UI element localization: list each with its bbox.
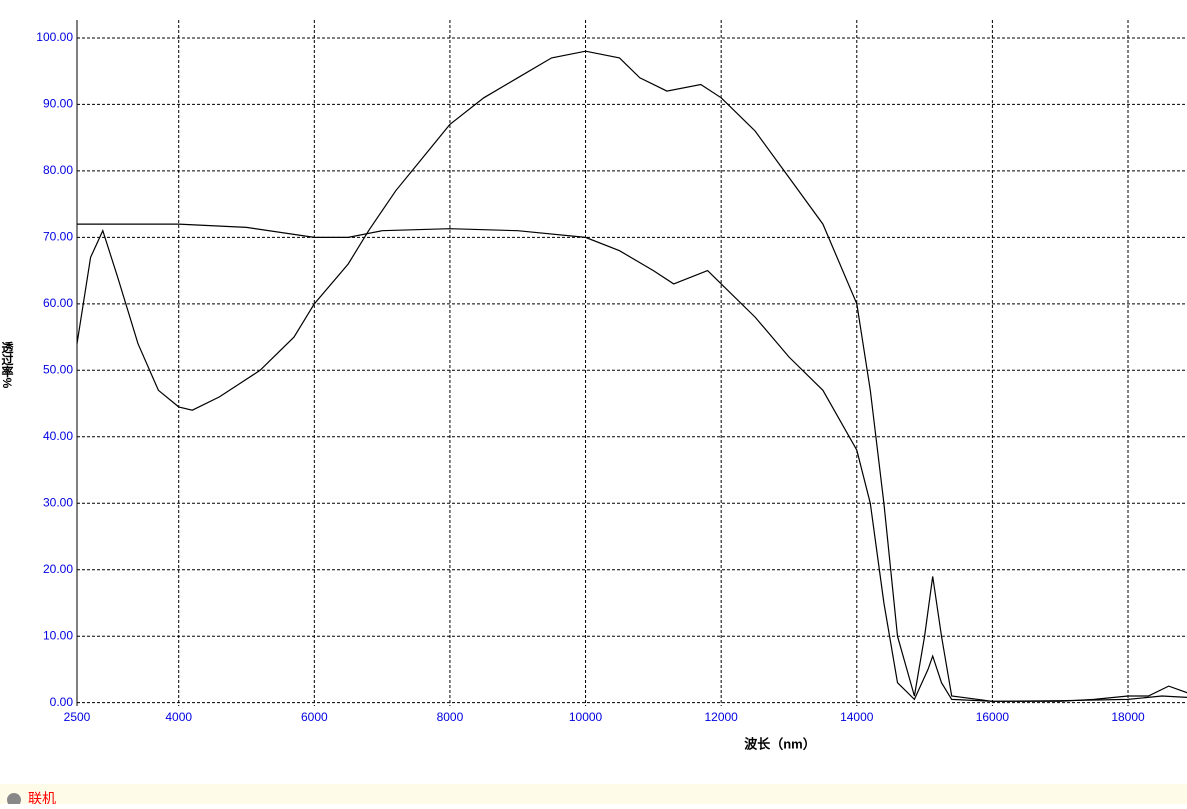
x-tick-label: 10000 — [569, 710, 603, 724]
status-bar — [0, 784, 1187, 804]
x-tick-label: 6000 — [301, 710, 328, 724]
y-tick-label: 70.00 — [43, 230, 73, 244]
x-tick-label: 8000 — [437, 710, 464, 724]
x-tick-label: 4000 — [165, 710, 192, 724]
status-text: 联机 — [28, 791, 56, 804]
y-tick-label: 20.00 — [43, 562, 73, 576]
y-tick-label: 80.00 — [43, 163, 73, 177]
series-line — [77, 223, 1187, 702]
x-tick-label: 2500 — [64, 710, 91, 724]
y-axis-title: 透过率% — [0, 341, 14, 388]
y-tick-label: 50.00 — [43, 362, 73, 376]
y-tick-label: 30.00 — [43, 495, 73, 509]
x-tick-label: 18000 — [1111, 710, 1145, 724]
y-tick-label: 100.00 — [36, 30, 73, 44]
y-tick-label: 90.00 — [43, 97, 73, 111]
x-tick-label: 14000 — [840, 710, 874, 724]
y-tick-label: 40.00 — [43, 429, 73, 443]
x-tick-label: 12000 — [704, 710, 738, 724]
y-tick-label: 10.00 — [43, 628, 73, 642]
series-line — [76, 50, 1187, 702]
x-tick-label: 16000 — [976, 710, 1010, 724]
x-axis-title: 波长（nm） — [744, 736, 816, 751]
y-tick-label: 60.00 — [43, 296, 73, 310]
y-tick-label: 0.00 — [50, 695, 74, 709]
